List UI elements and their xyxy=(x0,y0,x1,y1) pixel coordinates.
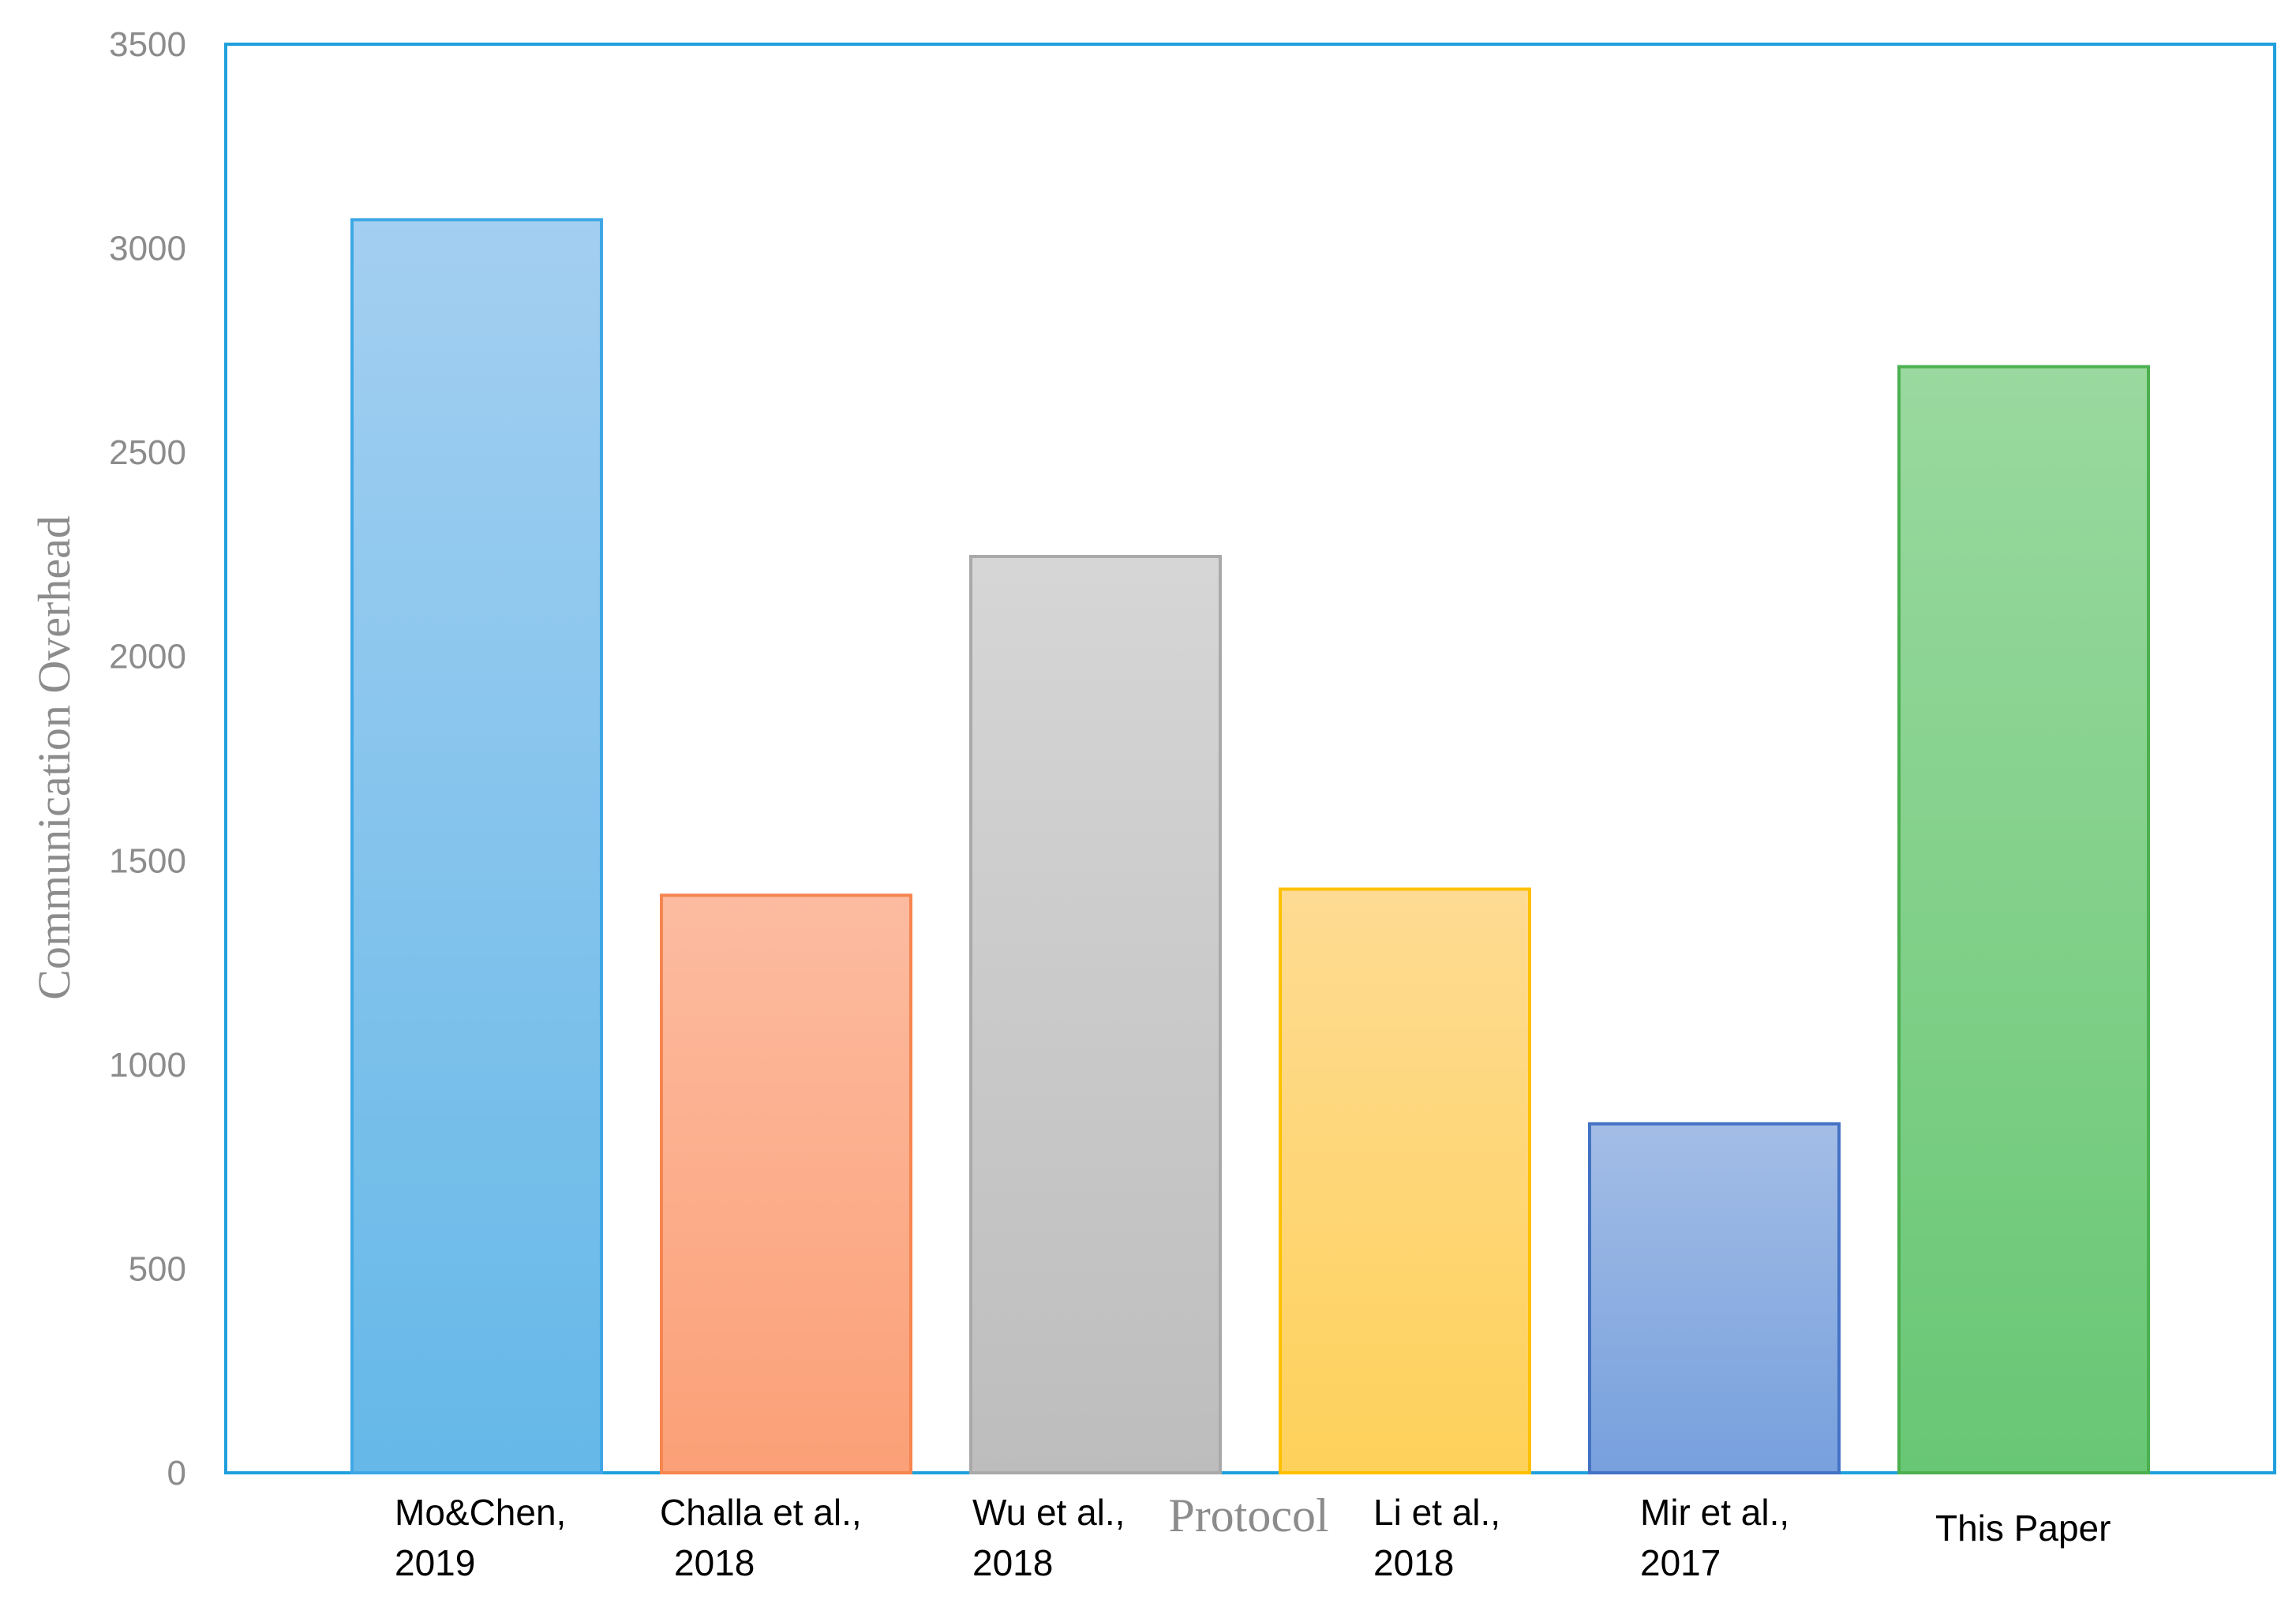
y-tick-label: 2500 xyxy=(109,433,186,472)
y-tick-label: 2000 xyxy=(109,638,186,676)
x-category-label: Mir et al., xyxy=(1640,1492,1789,1533)
x-category-label-year: 2019 xyxy=(395,1542,475,1583)
bar xyxy=(350,218,603,1474)
y-tick-labels: 0 500 1000 1500 2000 2500 3000 3500 xyxy=(109,25,186,1493)
y-tick-label: 0 xyxy=(167,1454,186,1493)
x-category-label: Li et al., xyxy=(1373,1492,1500,1533)
x-category-label-year: 2018 xyxy=(1373,1542,1454,1583)
plot-area-frame xyxy=(224,43,2276,1474)
x-category-label: This Paper xyxy=(1935,1508,2111,1549)
y-axis-label: Communication Overhead xyxy=(28,515,80,1000)
x-category-label-year: 2017 xyxy=(1640,1542,1721,1583)
x-category-label-year: 2018 xyxy=(972,1542,1053,1583)
bar xyxy=(1279,887,1531,1474)
x-category-labels: Mo&Chen, 2019 Challa et al., 2018 Wu et al.,… xyxy=(395,1492,2111,1583)
bar xyxy=(1897,365,2150,1474)
x-category-label-year: 2018 xyxy=(674,1542,755,1583)
y-tick-label: 1000 xyxy=(109,1046,186,1084)
bar xyxy=(1588,1122,1841,1475)
y-tick-label: 500 xyxy=(129,1249,186,1288)
x-category-label: Wu et al., xyxy=(972,1492,1125,1533)
x-category-label: Challa et al., xyxy=(660,1492,862,1533)
y-tick-label: 3500 xyxy=(109,25,186,64)
y-tick-label: 1500 xyxy=(109,841,186,880)
bar xyxy=(969,555,1222,1474)
bars-group xyxy=(350,218,2150,1475)
y-tick-label: 3000 xyxy=(109,230,186,268)
x-axis-label: Protocol xyxy=(1168,1489,1328,1541)
x-category-label: Mo&Chen, xyxy=(395,1492,566,1533)
bar xyxy=(660,893,912,1474)
